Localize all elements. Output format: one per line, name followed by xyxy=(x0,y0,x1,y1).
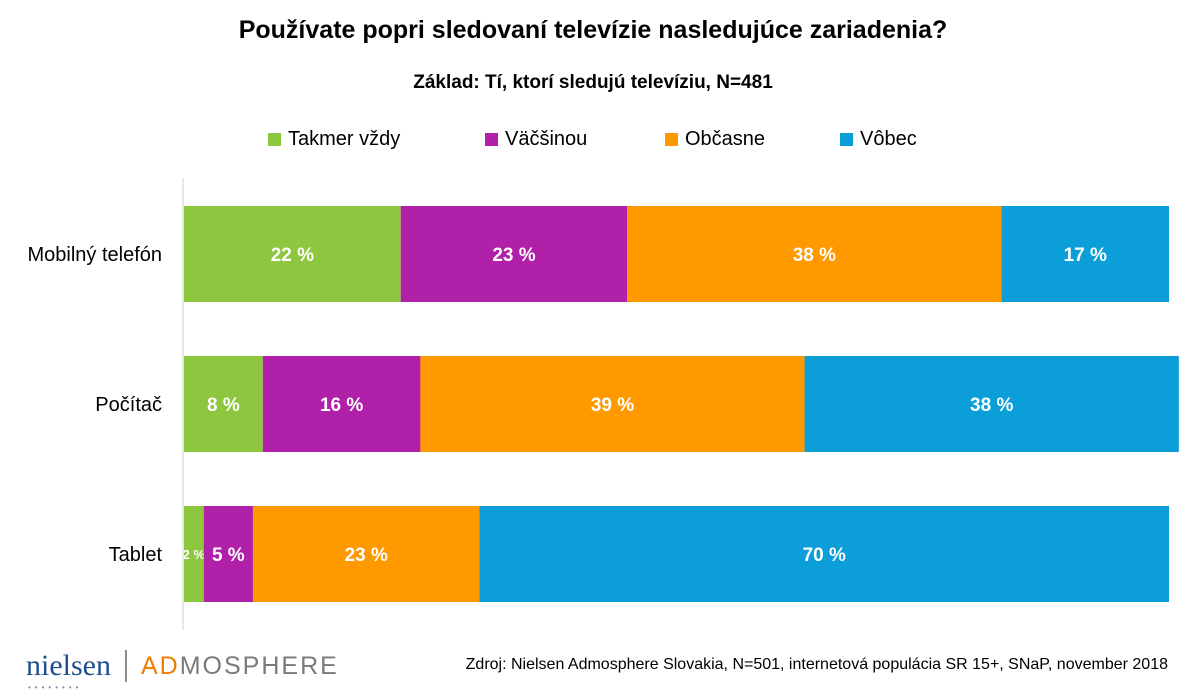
legend-item-takmer-vzdy: Takmer vždy xyxy=(268,128,400,151)
data-label: 8 % xyxy=(207,395,240,416)
legend-item-obcasne: Občasne xyxy=(665,128,765,151)
data-label: 16 % xyxy=(320,395,363,416)
data-label: 2 % xyxy=(183,547,206,562)
data-label: 5 % xyxy=(212,545,245,566)
bar-segment xyxy=(627,206,1002,302)
bar-segment xyxy=(252,506,480,602)
nielsen-logo-dots: •••••••• xyxy=(28,683,83,692)
data-label: 39 % xyxy=(591,395,634,416)
data-label: 38 % xyxy=(970,395,1013,416)
nielsen-logo: nielsen •••••••• xyxy=(26,649,111,692)
bar-segment xyxy=(479,506,1169,602)
category-label: Počítač xyxy=(95,394,162,416)
bar-segment xyxy=(262,356,421,452)
data-label: 38 % xyxy=(793,245,836,266)
bar-segment xyxy=(203,506,253,602)
legend-swatch-obcasne xyxy=(665,133,678,146)
bar-segment xyxy=(184,206,401,302)
data-label: 23 % xyxy=(492,245,535,266)
nielsen-logo-text: nielsen xyxy=(26,649,111,682)
data-label: 23 % xyxy=(345,545,388,566)
admosphere-logo: ADMOSPHERE xyxy=(141,652,339,681)
chart-subtitle: Základ: Tí, ktorí sledujú televíziu, N=4… xyxy=(413,72,773,93)
bar-segment xyxy=(804,356,1179,452)
chart-title: Používate popri sledovaní televízie nasl… xyxy=(238,16,948,44)
category-label: Tablet xyxy=(109,544,163,566)
legend-label-vacsinou: Väčšinou xyxy=(505,128,588,150)
stacked-bar-chart: Mobilný telefón 22 % 23 % 38 % 17 % Počítač 8 … xyxy=(27,178,1179,630)
bar-segment xyxy=(184,506,204,602)
legend-swatch-takmer-vzdy xyxy=(268,133,281,146)
bar-segment xyxy=(420,356,805,452)
legend-item-vobec: Vôbec xyxy=(840,128,917,151)
bar-segment xyxy=(184,356,263,452)
legend-label-obcasne: Občasne xyxy=(685,128,766,150)
legend-label-takmer-vzdy: Takmer vždy xyxy=(288,128,401,150)
footer-logo: nielsen •••••••• ADMOSPHERE xyxy=(26,646,339,692)
bar-segment xyxy=(400,206,628,302)
legend-label-vobec: Vôbec xyxy=(860,128,917,150)
legend-item-vacsinou: Väčšinou xyxy=(485,128,587,151)
data-label: 17 % xyxy=(1064,245,1107,266)
legend-swatch-vobec xyxy=(840,133,853,146)
data-label: 70 % xyxy=(803,545,846,566)
logo-divider xyxy=(124,650,127,682)
legend-swatch-vacsinou xyxy=(485,133,498,146)
admosphere-logo-ad: AD xyxy=(140,651,180,680)
chart-legend: Takmer vždy Väčšinou Občasne Vôbec xyxy=(0,128,1186,156)
admosphere-logo-mosphere: MOSPHERE xyxy=(179,651,339,680)
data-label: 22 % xyxy=(271,245,314,266)
bar-segment xyxy=(1001,206,1169,302)
category-label: Mobilný telefón xyxy=(27,244,162,266)
source-note: Zdroj: Nielsen Admosphere Slovakia, N=50… xyxy=(465,656,1168,673)
